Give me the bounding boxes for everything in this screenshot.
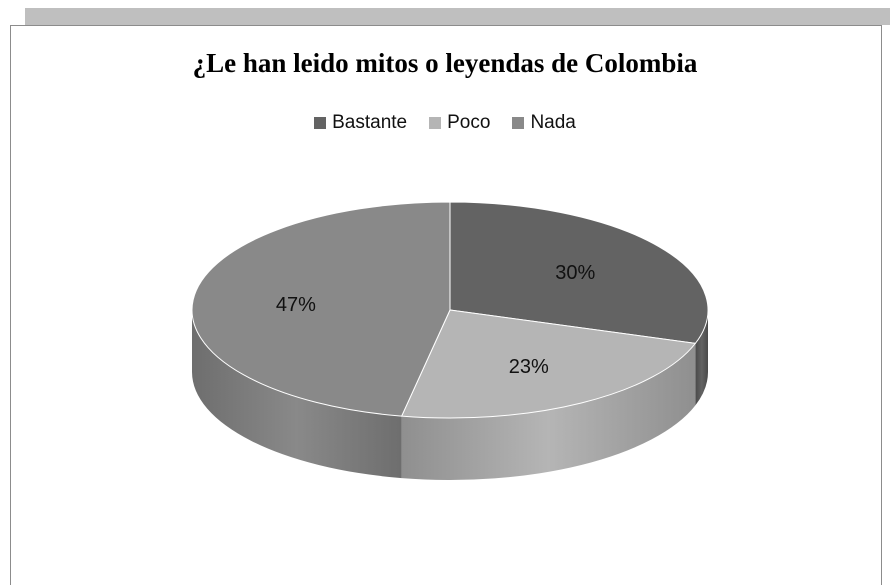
pie-side-nada bbox=[192, 310, 402, 479]
legend-label-poco: Poco bbox=[447, 112, 491, 133]
chart-legend: Bastante Poco Nada bbox=[0, 112, 890, 134]
window-top-band bbox=[25, 8, 890, 25]
chart-title: ¿Le han leido mitos o leyendas de Colomb… bbox=[192, 48, 698, 78]
legend-label-nada: Nada bbox=[530, 112, 576, 133]
data-label-bastante: 30% bbox=[555, 262, 595, 284]
legend-item-poco: Poco bbox=[429, 112, 490, 134]
legend-swatch-bastante bbox=[314, 117, 327, 129]
pie-chart: 30% 23% 47% bbox=[191, 201, 709, 481]
pie-slice-bastante bbox=[449, 201, 709, 344]
pie-slice-poco bbox=[400, 309, 697, 419]
legend-swatch-nada bbox=[512, 117, 525, 129]
pie-side-poco bbox=[401, 343, 696, 481]
data-label-nada: 47% bbox=[276, 294, 316, 316]
legend-item-bastante: Bastante bbox=[314, 112, 407, 134]
legend-label-bastante: Bastante bbox=[332, 112, 408, 133]
pie-slice-nada bbox=[191, 201, 451, 417]
legend-item-nada: Nada bbox=[512, 112, 576, 134]
data-label-poco: 23% bbox=[509, 356, 549, 378]
legend-swatch-poco bbox=[429, 117, 442, 129]
pie-side-bastante bbox=[695, 310, 708, 406]
